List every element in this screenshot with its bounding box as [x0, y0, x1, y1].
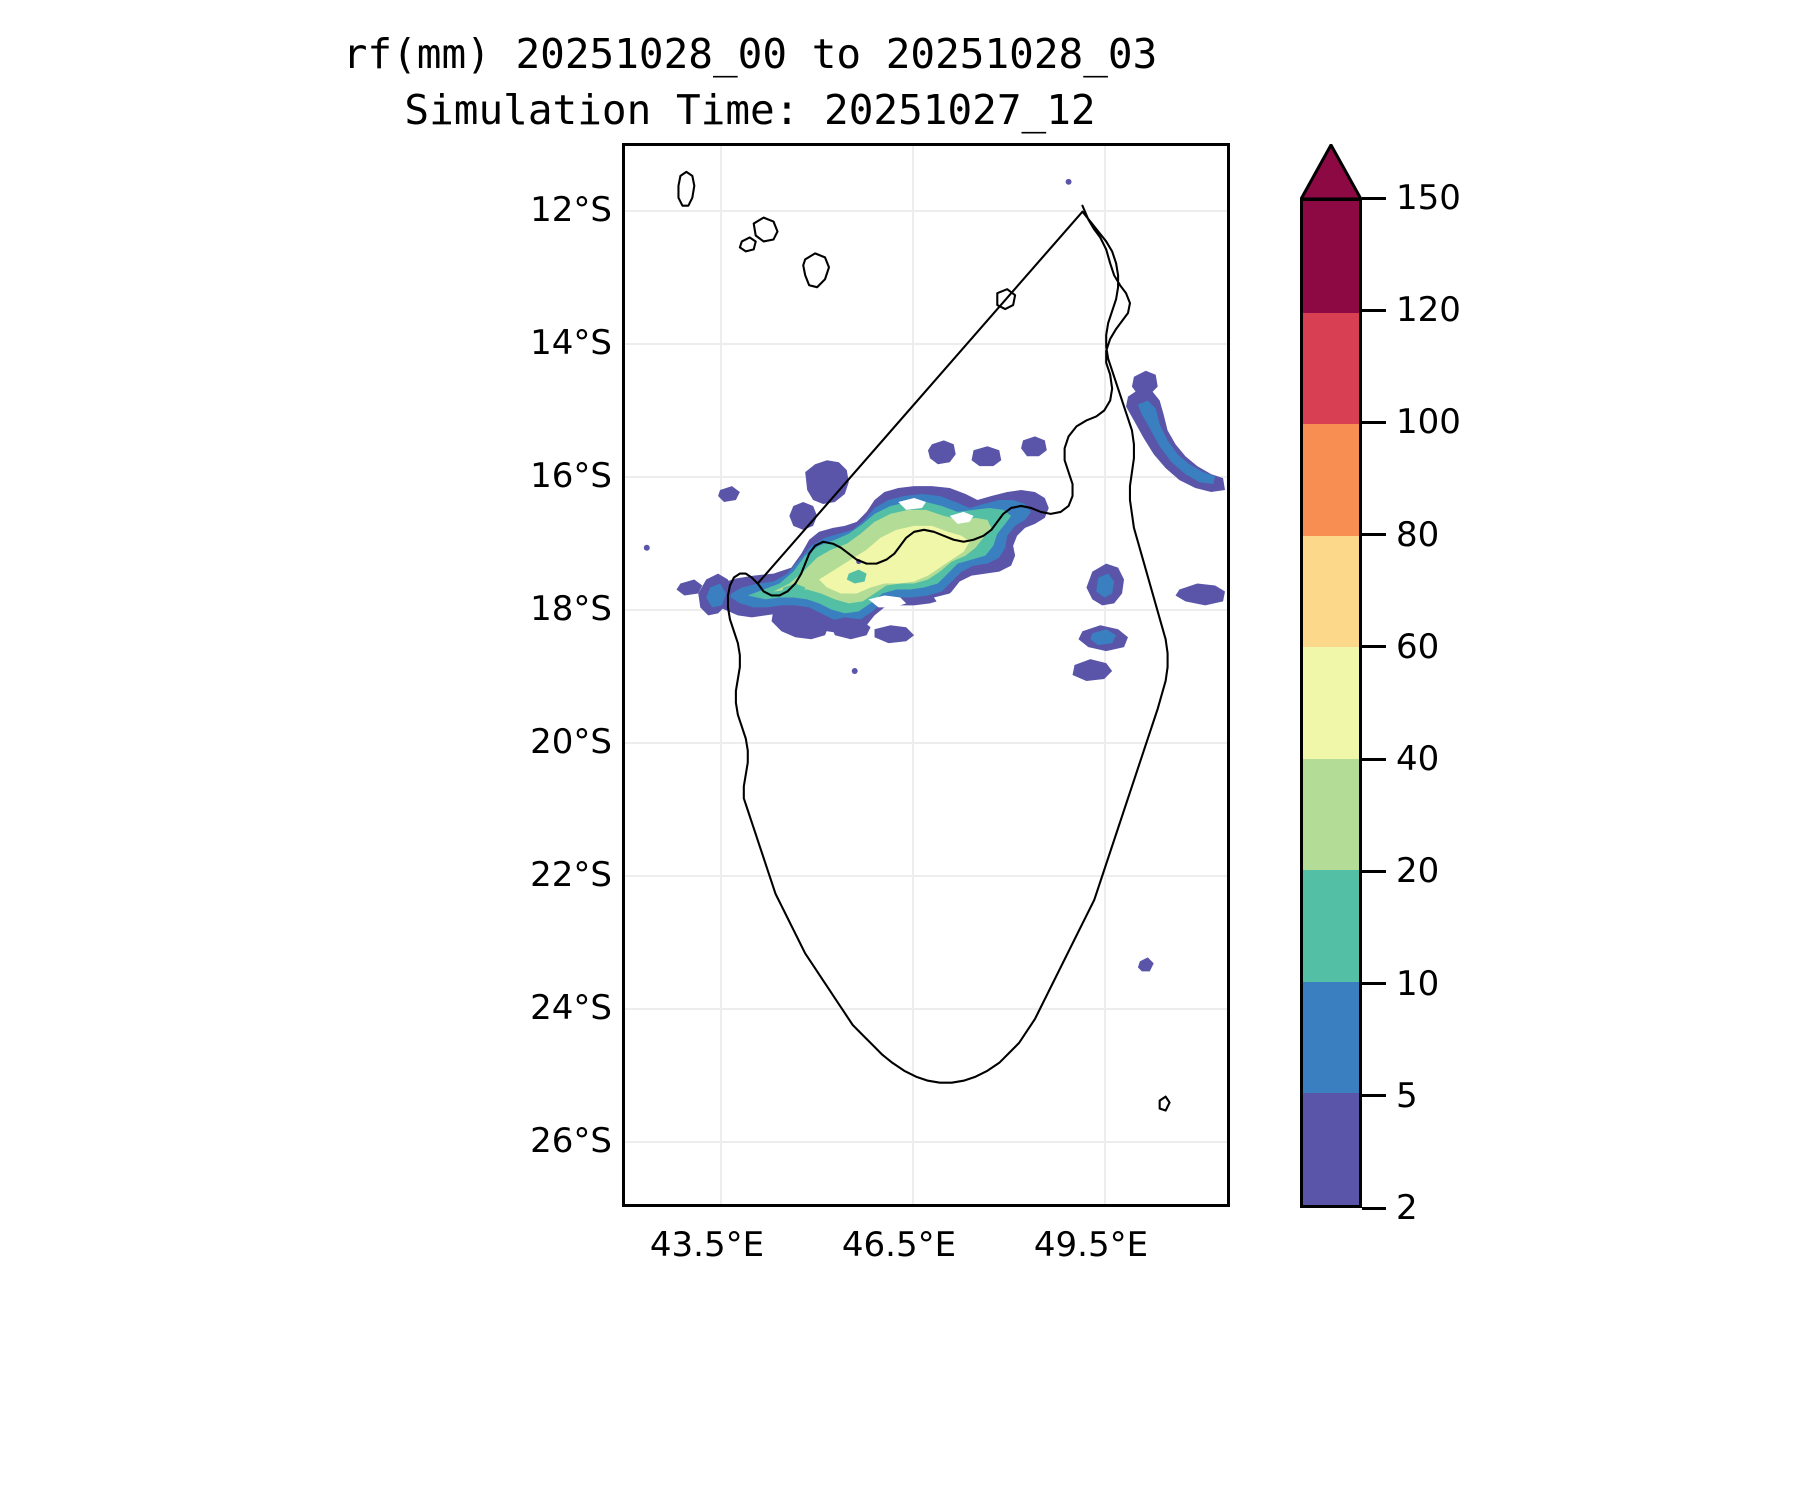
x-tick-label: 46.5°E — [841, 1225, 957, 1265]
contour-speck — [846, 569, 867, 584]
colorbar-tick — [1362, 196, 1386, 200]
colorbar-tick — [1362, 1094, 1386, 1098]
colorbar-segment — [1303, 647, 1359, 759]
colorbar-tick-label: 60 — [1396, 626, 1440, 667]
contour-2-5 — [1137, 957, 1154, 972]
chart-title: rf(mm) 20251028_00 to 20251028_03 Simula… — [0, 26, 1500, 138]
gridline-horizontal — [625, 476, 1227, 478]
contour-speck — [781, 583, 806, 598]
colorbar-gradient — [1300, 198, 1362, 1208]
x-tick-label: 49.5°E — [1033, 1225, 1149, 1265]
contour-2-5 — [1072, 659, 1113, 681]
colorbar-tick — [1362, 645, 1386, 649]
contour-5-10 — [1137, 400, 1216, 485]
contour-2-5 — [828, 617, 871, 640]
colorbar-tick — [1362, 1206, 1386, 1210]
colorbar-tick-label: 2 — [1396, 1188, 1418, 1228]
colorbar-tick-label: 150 — [1396, 178, 1461, 218]
rainfall-contours — [643, 178, 1226, 972]
colorbar-segment — [1303, 200, 1359, 313]
coastline — [677, 170, 1171, 1112]
colorbar-tick-label: 10 — [1396, 963, 1440, 1004]
colorbar-segment — [1303, 981, 1359, 1094]
title-line-1: rf(mm) 20251028_00 to 20251028_03 — [342, 30, 1158, 78]
colorbar-tick — [1362, 308, 1386, 312]
colorbar: 2 5 10 20 40 60 80 100 120 150 — [1300, 143, 1540, 1228]
contour-dot — [1065, 178, 1072, 185]
colorbar-tick — [1362, 757, 1386, 761]
map-graphic — [643, 170, 1226, 1112]
colorbar-extend-arrow — [1300, 144, 1362, 200]
gridline-horizontal — [625, 742, 1227, 744]
y-tick-label: 20°S — [530, 722, 612, 762]
gridline-horizontal — [625, 343, 1227, 345]
contour-2-5 — [789, 501, 818, 530]
contour-gap — [933, 593, 966, 606]
gridline-horizontal — [625, 609, 1227, 611]
y-tick-label: 22°S — [530, 855, 612, 895]
contour-2-5 — [971, 446, 1002, 467]
gridline-horizontal — [625, 210, 1227, 212]
colorbar-tick — [1362, 869, 1386, 873]
contour-gap — [949, 511, 974, 524]
colorbar-tick-label: 100 — [1396, 402, 1461, 443]
contour-5-10 — [1096, 573, 1115, 598]
colorbar-tick — [1362, 982, 1386, 986]
y-tick-label: 26°S — [530, 1121, 612, 1161]
y-tick-label: 24°S — [530, 988, 612, 1028]
contour-2-5 — [805, 460, 849, 504]
colorbar-segment — [1303, 1093, 1359, 1205]
title-line-2: Simulation Time: 20251027_12 — [404, 86, 1096, 134]
contour-2-5 — [1021, 436, 1047, 457]
colorbar-segment — [1303, 424, 1359, 536]
colorbar-segment — [1303, 758, 1359, 871]
colorbar-segment — [1303, 312, 1359, 425]
contour-dot — [643, 544, 650, 551]
contour-gap — [898, 498, 926, 510]
contour-2-5 — [718, 486, 740, 502]
contour-gap — [868, 595, 907, 608]
contour-60-80 — [872, 545, 934, 570]
colorbar-tick-label: 20 — [1396, 851, 1440, 892]
gridline-horizontal — [625, 1141, 1227, 1143]
colorbar-tick-label: 120 — [1396, 290, 1461, 331]
colorbar-tick — [1362, 420, 1386, 424]
contour-2-5 — [1175, 583, 1226, 606]
contour-dot — [851, 668, 858, 675]
y-tick-label: 16°S — [530, 456, 612, 496]
y-tick-label: 18°S — [530, 589, 612, 629]
contour-2-5 — [676, 579, 703, 596]
colorbar-segment — [1303, 870, 1359, 982]
colorbar-segment — [1303, 535, 1359, 648]
y-tick-label: 12°S — [530, 190, 612, 230]
contour-5-10 — [706, 583, 726, 608]
x-tick-label: 43.5°E — [649, 1225, 765, 1265]
gridline-vertical — [912, 146, 914, 1204]
y-tick-label: 14°S — [530, 323, 612, 363]
gridline-vertical — [720, 146, 722, 1204]
contour-2-5 — [874, 625, 915, 644]
colorbar-tick-label: 5 — [1396, 1075, 1418, 1116]
contour-2-5 — [771, 605, 829, 640]
contour-2-5 — [1131, 370, 1158, 395]
gridline-horizontal — [625, 875, 1227, 877]
contour-5-10 — [1090, 629, 1117, 646]
map-plot-area — [622, 143, 1230, 1207]
gridline-horizontal — [625, 1008, 1227, 1010]
colorbar-tick — [1362, 533, 1386, 537]
colorbar-tick-label: 80 — [1396, 514, 1440, 555]
colorbar-tick-label: 40 — [1396, 739, 1440, 780]
contour-2-5 — [927, 440, 956, 465]
